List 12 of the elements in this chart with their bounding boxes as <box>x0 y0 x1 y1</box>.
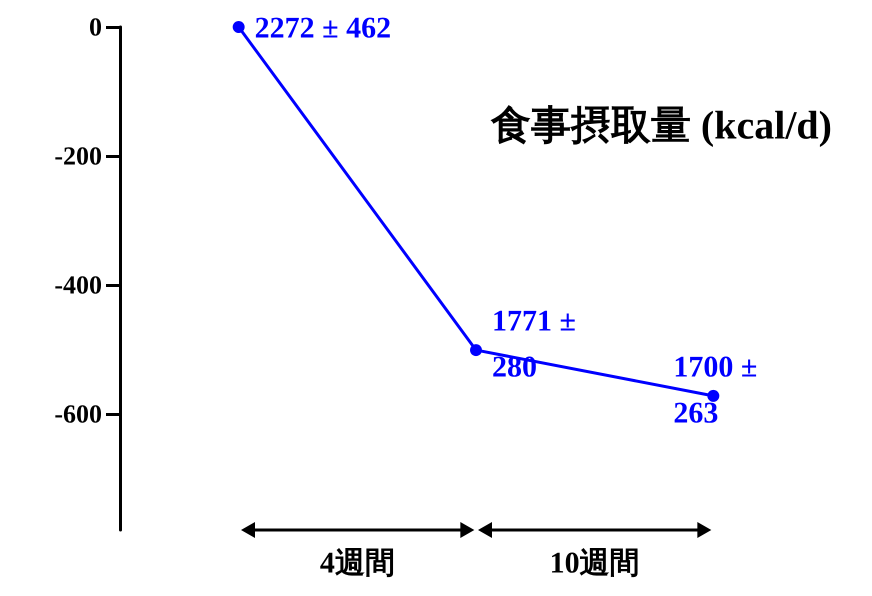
point <box>232 21 245 33</box>
annotation: 2272 ± 462 <box>254 12 392 44</box>
y-tick-label: -200 <box>54 141 102 170</box>
y-tick-label: -400 <box>54 270 102 300</box>
text: 10週間 <box>550 546 640 580</box>
point <box>470 344 482 356</box>
annotation: 食事摂取量 (kcal/d) <box>490 102 832 148</box>
point <box>707 390 720 402</box>
annotation: 1700 ± 263 <box>673 350 758 430</box>
y-tick-label: -600 <box>54 399 102 428</box>
y-tick-label: 0 <box>89 12 102 42</box>
text: 4週間 <box>320 546 395 580</box>
